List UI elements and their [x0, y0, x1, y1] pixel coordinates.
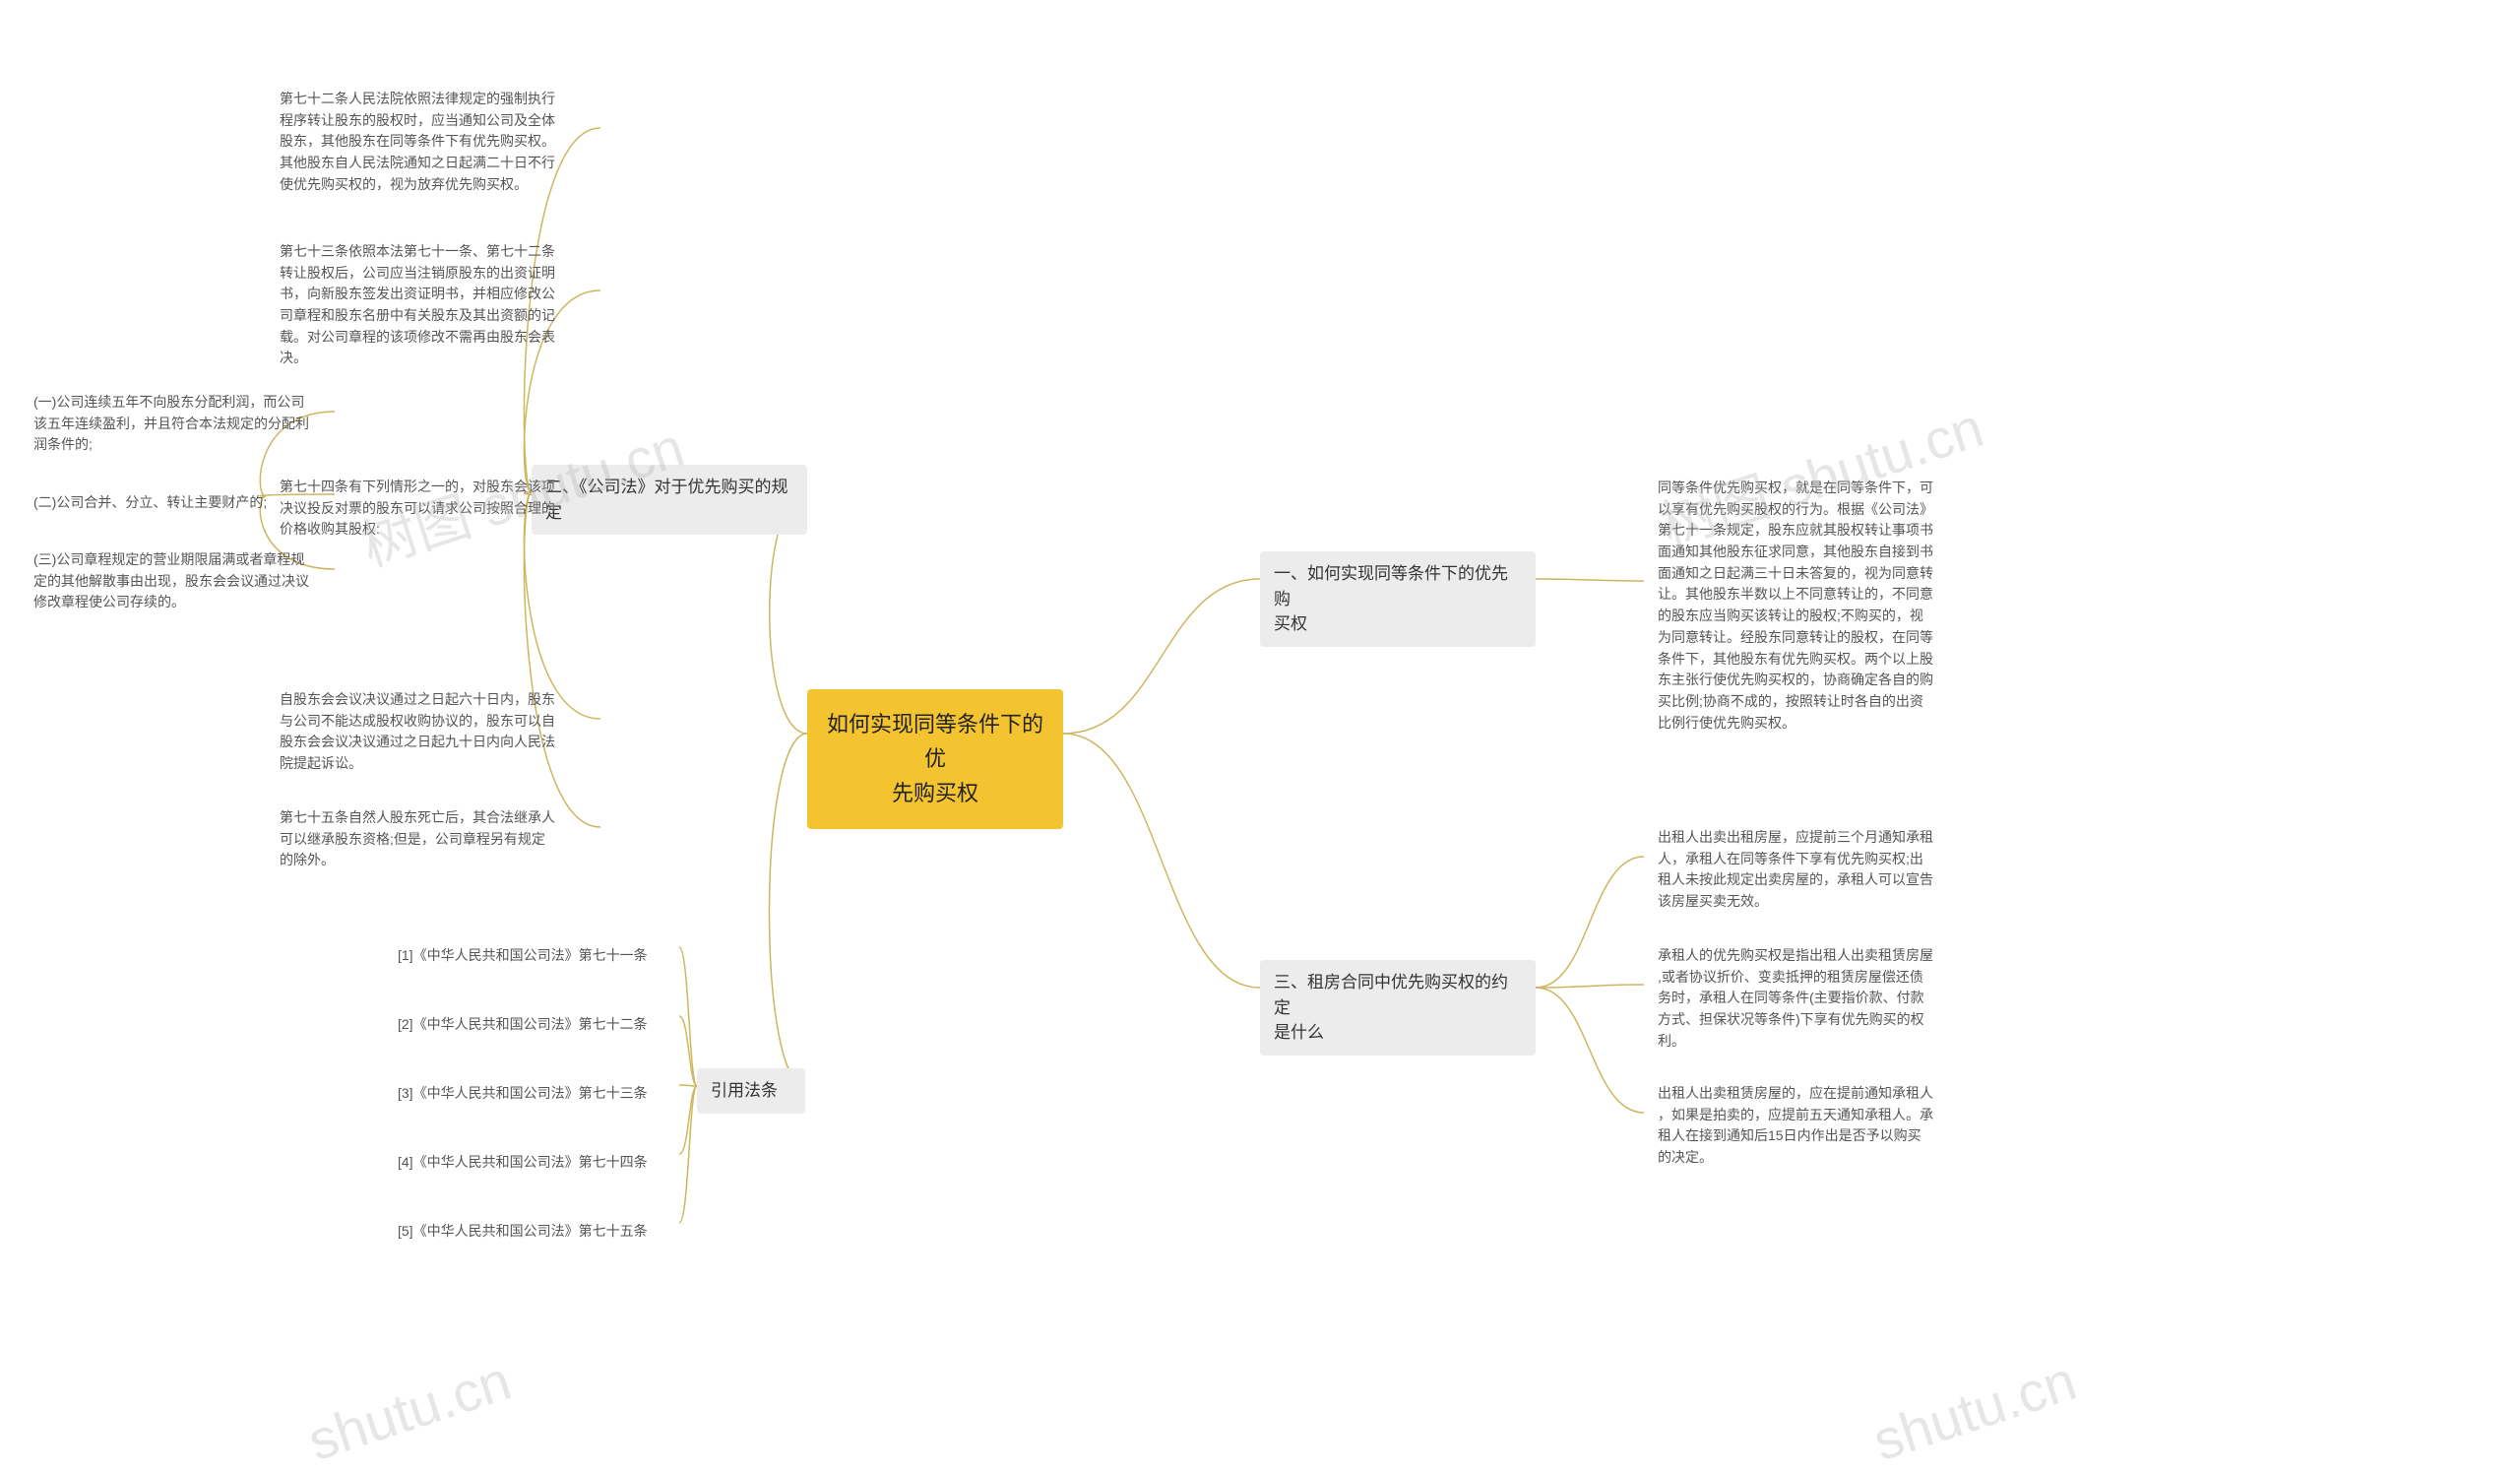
- branch-3: 三、租房合同中优先购买权的约定是什么: [1260, 960, 1536, 1056]
- leaf-b2-3-2: (二)公司合并、分立、转让主要财产的;: [20, 482, 335, 524]
- leaf-b2-1: 第七十二条人民法院依照法律规定的强制执行程序转让股东的股权时，应当通知公司及全体…: [266, 79, 600, 205]
- leaf-b4-1: [1]《中华人民共和国公司法》第七十一条: [384, 935, 679, 977]
- leaf-b2-3-3: (三)公司章程规定的营业期限届满或者章程规定的其他解散事由出现，股东会会议通过决…: [20, 540, 335, 623]
- leaf-b2-3-1: (一)公司连续五年不向股东分配利润，而公司该五年连续盈利，并且符合本法规定的分配…: [20, 382, 335, 466]
- leaf-b2-4: 自股东会会议决议通过之日起六十日内，股东与公司不能达成股权收购协议的，股东可以自…: [266, 679, 600, 785]
- leaf-b3-1: 出租人出卖出租房屋，应提前三个月通知承租人，承租人在同等条件下享有优先购买权;出…: [1644, 817, 1988, 923]
- leaf-b4-4: [4]《中华人民共和国公司法》第七十四条: [384, 1142, 679, 1184]
- leaf-b1-1: 同等条件优先购买权，就是在同等条件下，可以享有优先购买股权的行为。根据《公司法》…: [1644, 468, 1988, 743]
- leaf-b2-2: 第七十三条依照本法第七十一条、第七十二条转让股权后，公司应当注销原股东的出资证明…: [266, 231, 600, 379]
- leaf-b2-5: 第七十五条自然人股东死亡后，其合法继承人可以继承股东资格;但是，公司章程另有规定…: [266, 798, 600, 881]
- root-node: 如何实现同等条件下的优先购买权: [807, 689, 1063, 829]
- branch-1: 一、如何实现同等条件下的优先购买权: [1260, 551, 1536, 647]
- leaf-b4-5: [5]《中华人民共和国公司法》第七十五条: [384, 1211, 679, 1252]
- watermark: shutu.cn: [1865, 1348, 2083, 1473]
- leaf-b4-3: [3]《中华人民共和国公司法》第七十三条: [384, 1073, 679, 1115]
- leaf-b4-2: [2]《中华人民共和国公司法》第七十二条: [384, 1004, 679, 1046]
- watermark: shutu.cn: [300, 1348, 518, 1473]
- leaf-b3-2: 承租人的优先购买权是指出租人出卖租赁房屋,或者协议折价、变卖抵押的租赁房屋偿还债…: [1644, 935, 1988, 1061]
- branch-4: 引用法条: [697, 1068, 805, 1114]
- leaf-b3-3: 出租人出卖租赁房屋的，应在提前通知承租人，如果是拍卖的，应提前五天通知承租人。承…: [1644, 1073, 1988, 1179]
